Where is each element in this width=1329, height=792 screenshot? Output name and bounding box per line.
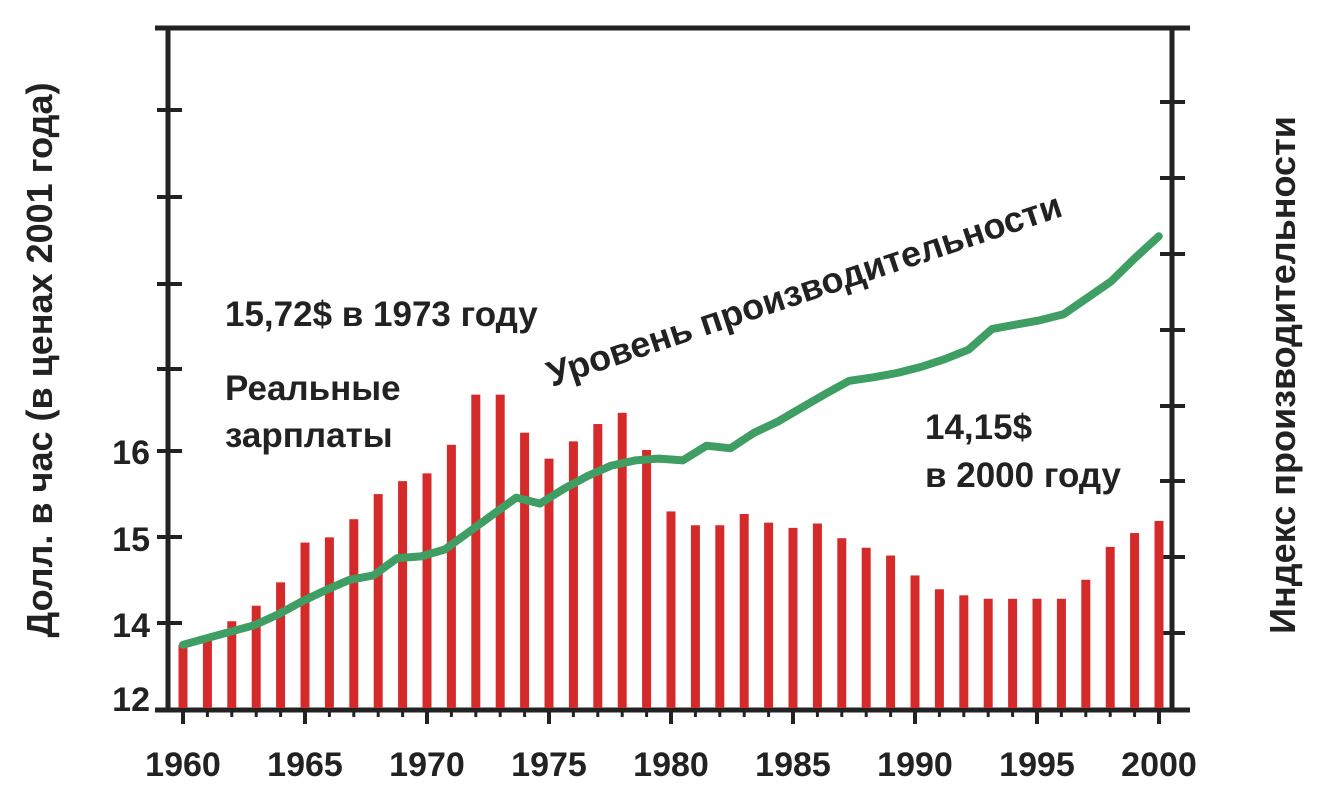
wage-bar	[788, 527, 798, 708]
wage-bar	[1032, 598, 1042, 708]
end-value-line1: 14,15$	[925, 408, 1032, 447]
wage-bar	[837, 538, 847, 708]
wage-bar	[1154, 520, 1164, 708]
left-axis-title: Долл. в час (в ценах 2001 года)	[19, 82, 60, 637]
y-tick-labels: 12 14 15 16	[112, 434, 150, 719]
x-tick-label: 1965	[267, 746, 343, 784]
wage-bar	[1130, 533, 1140, 708]
wage-bar	[764, 522, 774, 708]
wage-bar	[739, 514, 749, 708]
wage-bar	[227, 621, 237, 708]
x-tick-label: 1995	[999, 746, 1075, 784]
wage-bar	[471, 394, 481, 708]
wage-bar	[1056, 598, 1066, 708]
x-tick-labels: 1960 1965 1970 1975 1980 1985 1990 1995 2000	[145, 746, 1197, 784]
wage-bar	[886, 555, 896, 708]
wage-bar	[715, 525, 725, 708]
x-tick-label: 1980	[633, 746, 709, 784]
x-tick-label: 1960	[145, 746, 221, 784]
wage-bar	[520, 432, 530, 708]
y-tick-label: 12	[112, 681, 150, 719]
wage-bar	[251, 605, 261, 708]
wage-bar	[690, 525, 700, 708]
wage-bar	[373, 494, 383, 708]
left-axis-ticks	[157, 108, 182, 625]
wages-label-line1: Реальные	[225, 369, 401, 408]
y-tick-label: 14	[112, 607, 150, 645]
wage-bar	[1105, 546, 1115, 708]
wage-bar	[544, 458, 554, 708]
wage-bar	[178, 644, 188, 708]
x-tick-label: 1970	[389, 746, 465, 784]
wages-label-line2: зарплаты	[225, 416, 393, 455]
productivity-label: Уровень производительности	[542, 184, 1067, 394]
wage-bar	[934, 589, 944, 708]
x-tick-label: 2000	[1121, 746, 1197, 784]
wage-bar	[1081, 579, 1091, 708]
y-tick-label: 15	[112, 521, 150, 559]
wage-bar	[812, 523, 822, 708]
wage-bar	[495, 394, 505, 708]
x-tick-label: 1990	[877, 746, 953, 784]
wage-bar	[324, 537, 334, 708]
wage-bar	[983, 598, 993, 708]
x-axis-ticks	[181, 703, 1161, 724]
end-value-line2: в 2000 году	[925, 456, 1122, 495]
wage-bar	[617, 412, 627, 708]
wage-bar	[666, 511, 676, 708]
wage-bar	[446, 444, 456, 708]
y-tick-label: 16	[112, 434, 150, 472]
peak-value-annotation: 15,72$ в 1973 году	[225, 295, 538, 334]
productivity-line	[179, 232, 1163, 649]
wage-bar	[910, 575, 920, 708]
wage-bar	[593, 424, 603, 708]
wage-bar	[861, 547, 871, 708]
wage-bar	[300, 542, 310, 708]
wage-bar	[398, 481, 408, 708]
right-axis-ticks	[1160, 100, 1185, 635]
x-tick-label: 1985	[755, 746, 831, 784]
wage-bars	[178, 394, 1164, 708]
wage-bar	[276, 582, 286, 708]
wage-bar	[642, 450, 652, 708]
wage-bar	[959, 595, 969, 708]
wage-bar	[349, 519, 359, 708]
right-axis-title: Индекс производительности	[1262, 116, 1303, 634]
x-tick-label: 1975	[511, 746, 587, 784]
wage-bar	[422, 473, 432, 708]
wage-bar	[1008, 598, 1018, 708]
wage-bar	[202, 636, 212, 708]
wage-bar	[568, 441, 578, 708]
